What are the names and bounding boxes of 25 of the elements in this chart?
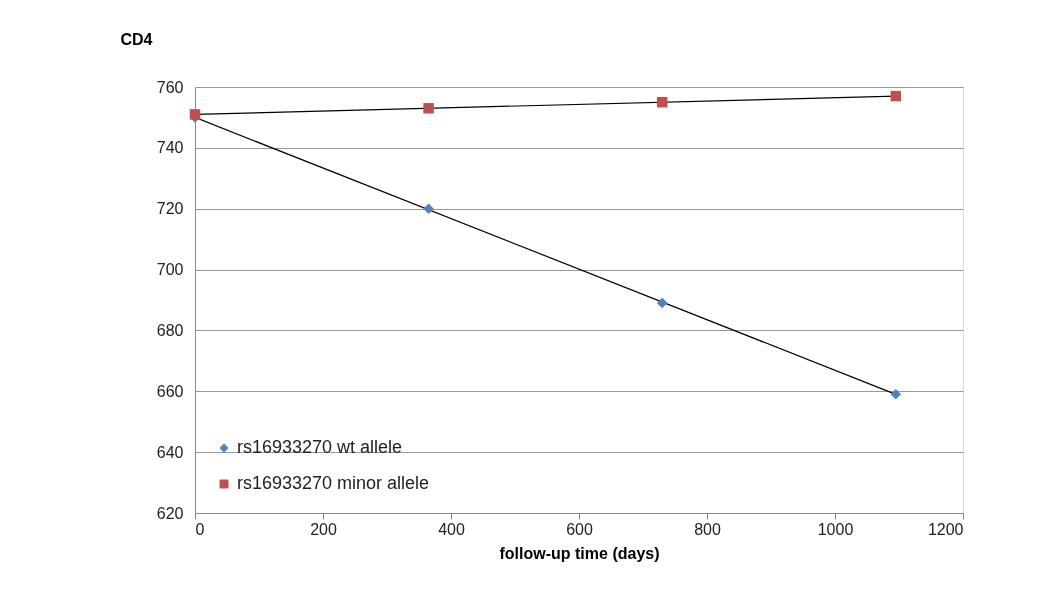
y-tick-label: 660 bbox=[156, 382, 184, 400]
x-tick-label: 0 bbox=[195, 520, 205, 538]
point bbox=[656, 96, 668, 108]
x-tick-label: 1200 bbox=[927, 520, 964, 538]
x-tick-label: 800 bbox=[694, 520, 721, 538]
x-tick-label: 400 bbox=[438, 520, 465, 538]
point bbox=[423, 103, 434, 114]
y-tick-label: 760 bbox=[156, 78, 184, 96]
point bbox=[890, 389, 902, 400]
x-tick-label: 200 bbox=[310, 520, 337, 538]
point bbox=[423, 203, 434, 214]
point bbox=[890, 90, 902, 102]
x-tick-label: 1000 bbox=[817, 520, 854, 538]
x-axis-title: follow-up time (days) bbox=[499, 544, 660, 562]
y-tick-label: 620 bbox=[156, 504, 184, 522]
point bbox=[656, 297, 668, 309]
y-tick-label: 740 bbox=[156, 139, 184, 157]
y-tick-label: 700 bbox=[156, 261, 184, 279]
y-tick-label: 680 bbox=[156, 321, 184, 339]
legend-label: rs16933270 minor allele bbox=[237, 473, 430, 493]
y-tick-label: 640 bbox=[156, 443, 184, 461]
x-tick-label: 600 bbox=[566, 520, 593, 538]
y-tick-label: 720 bbox=[156, 200, 184, 218]
y-axis-title: CD4 bbox=[120, 30, 153, 48]
legend-label: rs16933270 wt allele bbox=[237, 437, 403, 457]
